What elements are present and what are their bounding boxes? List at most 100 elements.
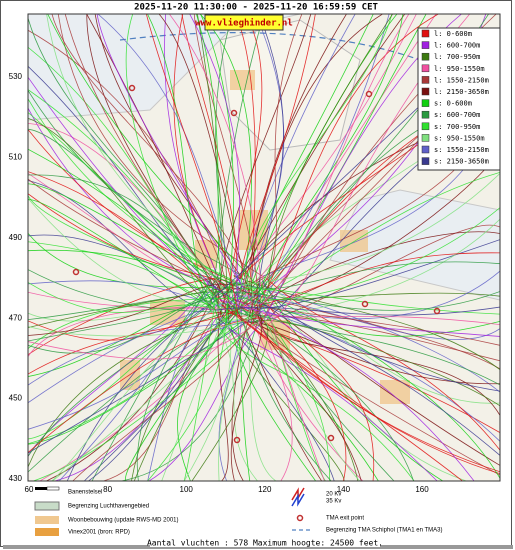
footer: Aantal vluchten : 578 Maximum hoogte: 24… — [147, 539, 383, 548]
flight-track — [240, 14, 393, 292]
flight-track — [244, 14, 374, 295]
flight-track — [233, 298, 500, 346]
flight-track — [64, 14, 242, 317]
flight-track — [28, 300, 211, 354]
flight-track — [125, 14, 212, 313]
flight-track — [215, 321, 258, 481]
flight-track — [215, 306, 500, 316]
legend-text: Banenstelsel — [68, 490, 102, 496]
power-line-icon — [291, 487, 305, 501]
flight-track — [28, 117, 217, 311]
flight-track — [28, 198, 211, 304]
flight-track — [28, 323, 258, 360]
legend-label: s: 600-700m — [434, 111, 480, 119]
flight-track — [228, 308, 414, 481]
flight-track — [28, 90, 242, 276]
flight-track — [28, 279, 265, 445]
flight-track — [183, 317, 232, 481]
flight-track — [215, 218, 500, 323]
legend-text: Vinex2001 (bron: RPD) — [68, 530, 130, 536]
runway-icon — [46, 486, 60, 491]
runway-icon — [35, 487, 47, 490]
flight-track — [218, 303, 243, 481]
flight-track — [28, 311, 263, 454]
flight-track — [177, 303, 243, 481]
legend-swatch — [421, 29, 430, 38]
flight-tracks — [28, 14, 500, 481]
site-link[interactable]: www.vlieghinder.nl — [195, 18, 293, 29]
legend-label: s: 950-1550m — [434, 134, 485, 142]
flight-track — [214, 291, 500, 311]
flight-track — [28, 199, 215, 309]
flight-track — [96, 14, 247, 293]
flight-track — [215, 288, 345, 481]
legend-label: s: 700-950m — [434, 123, 480, 131]
flight-track — [243, 278, 293, 481]
flight-track — [239, 316, 500, 433]
legend-swatch — [421, 41, 430, 49]
legend-label: l: 2150-3650m — [434, 88, 489, 96]
flight-track — [251, 231, 500, 312]
x-tick-label: 160 — [415, 485, 429, 494]
flight-track — [148, 321, 265, 481]
footer-bg — [150, 538, 380, 547]
legend-box — [417, 27, 501, 171]
housing-icon — [35, 516, 59, 524]
flight-track — [247, 261, 500, 289]
flight-track — [28, 303, 225, 322]
map — [28, 14, 500, 481]
flight-track — [261, 286, 326, 481]
tma-exit-icon — [296, 514, 304, 522]
flight-track — [240, 14, 316, 278]
flight-track — [57, 14, 263, 277]
header-title: 2025-11-20 11:30:00 - 2025-11-20 16:59:5… — [134, 3, 378, 13]
x-tick-label: 80 — [103, 485, 112, 494]
flight-track — [230, 314, 263, 481]
legend-label: l: 600-700m — [434, 42, 480, 50]
y-tick-label: 430 — [9, 474, 23, 483]
flight-track — [28, 302, 268, 445]
flight-track — [28, 18, 219, 310]
flight-track — [145, 14, 239, 314]
flight-track — [181, 14, 237, 278]
flight-track — [250, 14, 390, 301]
flight-track — [243, 288, 500, 315]
legend-swatch — [421, 52, 430, 61]
legend-text: 35 Kv — [326, 499, 341, 505]
flight-track — [28, 281, 238, 342]
flight-track — [258, 14, 284, 321]
flight-track — [266, 313, 475, 481]
legend-swatch — [421, 76, 430, 84]
flight-track — [267, 303, 375, 481]
flight-track — [189, 14, 241, 311]
vinex-icon — [35, 528, 59, 536]
site-badge — [204, 14, 284, 31]
flight-track — [28, 283, 233, 336]
legend-swatch — [421, 87, 430, 96]
flight-track — [28, 183, 239, 286]
legend: l: 0-600m l: 600-700m l: 700-950m l: 950-15… — [421, 29, 489, 166]
legend-label: l: 0-600m — [434, 30, 472, 38]
flight-track — [226, 173, 500, 288]
flight-track — [28, 174, 270, 304]
airport-boundary-icon — [34, 501, 60, 511]
flight-track — [253, 319, 500, 407]
flight-track — [28, 282, 215, 313]
flight-track — [259, 14, 410, 305]
flight-track — [28, 29, 231, 300]
flight-track — [253, 300, 500, 392]
legend-label: l: 700-950m — [434, 53, 480, 61]
tma-exit-points — [72, 84, 441, 444]
flight-track — [200, 14, 234, 324]
flight-track — [236, 314, 500, 473]
flight-track — [244, 276, 361, 481]
x-tick-label: 60 — [25, 485, 34, 494]
flight-track — [72, 304, 263, 481]
flight-track — [147, 301, 228, 481]
flight-track — [261, 171, 500, 295]
flight-track — [164, 14, 220, 281]
flight-track — [161, 289, 233, 481]
flight-track — [253, 14, 439, 309]
flight-track — [217, 14, 312, 320]
flight-track — [91, 275, 225, 481]
